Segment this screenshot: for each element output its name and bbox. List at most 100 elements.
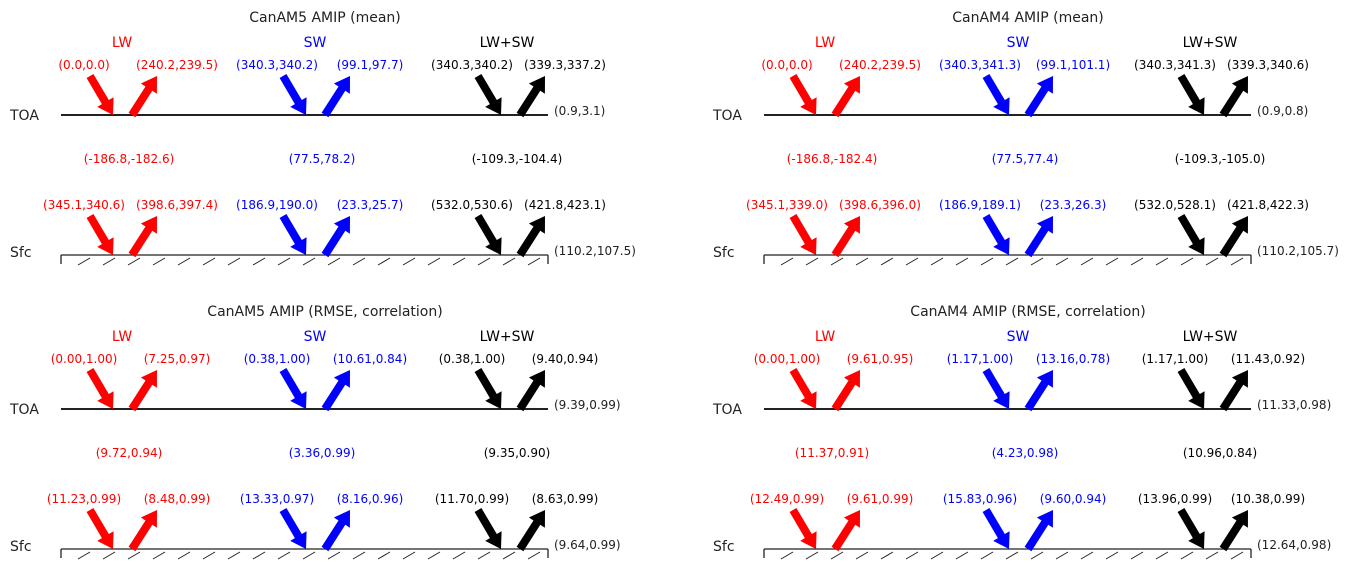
toa-downward-arrow — [86, 368, 114, 409]
toa-downward-arrow — [789, 368, 817, 409]
sfc-up-value: (10.38,0.99) — [1231, 492, 1305, 506]
atmosphere-value: (4.23,0.98) — [992, 446, 1059, 460]
atmosphere-value: (-186.8,-182.4) — [787, 152, 878, 166]
toa-up-value: (240.2,239.5) — [839, 58, 921, 72]
hatch-mark — [780, 551, 794, 560]
sfc-label: Sfc — [10, 245, 32, 261]
hatch-mark — [452, 551, 466, 560]
sfc-up-value: (398.6,396.0) — [839, 198, 921, 212]
column-total: LW+SW (340.3,341.3) (339.3,340.6) (-109.3,-… — [1134, 35, 1309, 258]
hatch-mark — [930, 551, 944, 560]
atmosphere-value: (-109.3,-105.0) — [1175, 152, 1266, 166]
hatch-mark — [1180, 257, 1194, 266]
hatch-mark — [202, 551, 216, 560]
sfc-up-value: (23.3,25.7) — [337, 198, 404, 212]
toa-down-value: (1.17,1.00) — [947, 352, 1014, 366]
toa-up-value: (13.16,0.78) — [1036, 352, 1110, 366]
hatch-mark — [780, 257, 794, 266]
hatch-mark — [427, 551, 441, 560]
hatch-mark — [352, 551, 366, 560]
toa-up-value: (9.61,0.95) — [847, 352, 914, 366]
surface-hatching — [780, 257, 1244, 266]
toa-down-value: (0.0,0.0) — [761, 58, 812, 72]
sfc-down-value: (345.1,339.0) — [746, 198, 828, 212]
toa-upward-arrow — [831, 76, 860, 118]
sfc-downward-arrow — [1177, 508, 1205, 549]
sfc-upward-arrow — [128, 510, 157, 552]
hatch-mark — [77, 551, 91, 560]
sfc-downward-arrow — [982, 214, 1010, 255]
column-label: SW — [304, 329, 327, 345]
sfc-up-value: (421.8,422.3) — [1227, 198, 1309, 212]
column-label: LW — [112, 35, 133, 51]
surface-hatching — [77, 551, 541, 560]
hatch-mark — [905, 257, 919, 266]
sfc-downward-arrow — [86, 214, 114, 255]
toa-up-value: (7.25,0.97) — [144, 352, 211, 366]
toa-upward-arrow — [831, 370, 860, 412]
atmosphere-value: (-109.3,-104.4) — [472, 152, 563, 166]
hatch-mark — [1230, 257, 1244, 266]
hatch-mark — [1055, 257, 1069, 266]
atmosphere-value: (77.5,78.2) — [289, 152, 356, 166]
hatch-mark — [855, 257, 869, 266]
hatch-mark — [477, 551, 491, 560]
sfc-downward-arrow — [279, 214, 307, 255]
hatch-mark — [377, 257, 391, 266]
sfc-upward-arrow — [128, 216, 157, 258]
sfc-down-value: (13.33,0.97) — [240, 492, 314, 506]
toa-down-value: (340.3,340.2) — [431, 58, 513, 72]
sfc-upward-arrow — [1219, 216, 1248, 258]
hatch-mark — [177, 551, 191, 560]
atmosphere-value: (-186.8,-182.6) — [84, 152, 175, 166]
sfc-upward-arrow — [1024, 216, 1053, 258]
sfc-upward-arrow — [516, 510, 545, 552]
column-label: LW — [112, 329, 133, 345]
sfc-downward-arrow — [789, 214, 817, 255]
sfc-downward-arrow — [982, 508, 1010, 549]
atmosphere-value: (11.37,0.91) — [795, 446, 869, 460]
column-label: LW+SW — [480, 35, 535, 51]
hatch-mark — [1080, 257, 1094, 266]
hatch-mark — [1230, 551, 1244, 560]
column-label: SW — [1007, 35, 1030, 51]
toa-down-value: (0.38,1.00) — [439, 352, 506, 366]
column-label: LW — [815, 329, 836, 345]
toa-upward-arrow — [516, 370, 545, 412]
sfc-down-value: (15.83,0.96) — [943, 492, 1017, 506]
hatch-mark — [252, 257, 266, 266]
panel-title: CanAM4 AMIP (mean) — [952, 10, 1104, 26]
sfc-down-value: (11.23,0.99) — [47, 492, 121, 506]
hatch-mark — [1130, 257, 1144, 266]
hatch-mark — [1180, 551, 1194, 560]
column-label: LW — [815, 35, 836, 51]
hatch-mark — [152, 551, 166, 560]
toa-down-value: (0.0,0.0) — [58, 58, 109, 72]
sfc-downward-arrow — [474, 214, 502, 255]
toa-down-value: (340.3,341.3) — [939, 58, 1021, 72]
hatch-mark — [1030, 551, 1044, 560]
column-sw: SW (1.17,1.00) (13.16,0.78) (4.23,0.98) (15.… — [943, 329, 1110, 552]
hatch-mark — [452, 257, 466, 266]
hatch-mark — [252, 551, 266, 560]
sfc-upward-arrow — [516, 216, 545, 258]
atmosphere-value: (10.96,0.84) — [1183, 446, 1257, 460]
toa-downward-arrow — [86, 74, 114, 115]
hatch-mark — [277, 551, 291, 560]
column-label: LW+SW — [1183, 329, 1238, 345]
hatch-mark — [502, 551, 516, 560]
hatch-mark — [830, 551, 844, 560]
toa-up-value: (339.3,340.6) — [1227, 58, 1309, 72]
hatch-mark — [1005, 551, 1019, 560]
hatch-mark — [880, 257, 894, 266]
hatch-mark — [955, 257, 969, 266]
sfc-up-value: (398.6,397.4) — [136, 198, 218, 212]
hatch-mark — [980, 551, 994, 560]
column-label: LW+SW — [1183, 35, 1238, 51]
sfc-up-value: (9.60,0.94) — [1040, 492, 1107, 506]
hatch-mark — [102, 257, 116, 266]
sfc-upward-arrow — [321, 216, 350, 258]
panel-title: CanAM5 AMIP (RMSE, correlation) — [207, 304, 442, 320]
sfc-upward-arrow — [831, 216, 860, 258]
